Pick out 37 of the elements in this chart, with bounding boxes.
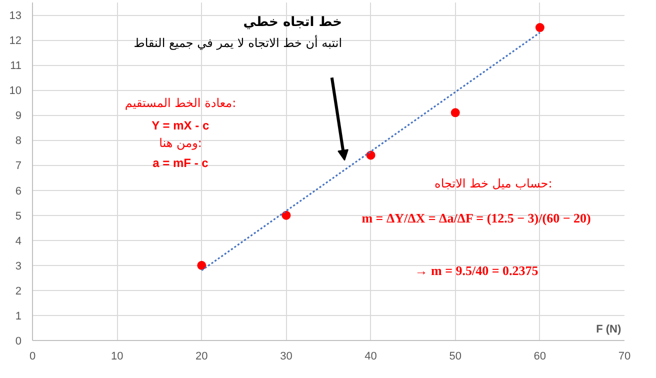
annotation: معادة الخط المستقيم: (124, 96, 236, 110)
annotation: حساب ميل خط الاتجاه: (434, 176, 552, 190)
x-axis-title: F (N) (596, 323, 622, 336)
y-tick-label: 3 (15, 260, 22, 272)
y-tick-label: 11 (10, 60, 22, 72)
annotation: a = mF - c (152, 156, 209, 170)
y-tick-label: 5 (15, 210, 22, 222)
x-tick-label: 70 (618, 350, 631, 362)
x-tick-label: 30 (280, 350, 292, 362)
y-tick-label: 8 (15, 135, 22, 148)
y-tick-label: 2 (15, 285, 22, 298)
point (197, 260, 206, 270)
x-tick-label: 10 (110, 350, 124, 362)
annotation: → m = 9.5/40 = 0.2375 (414, 262, 539, 278)
point (450, 108, 460, 118)
annotation: Y = mX - c (152, 118, 210, 133)
point (535, 23, 544, 32)
point (366, 150, 376, 160)
x-tick-label: 50 (449, 350, 462, 362)
y-tick-label: 6 (15, 185, 22, 198)
y-tick-label: 4 (15, 235, 22, 248)
annotation: خط اتجاه خطي (243, 15, 342, 30)
x-tick-label: 40 (364, 350, 377, 362)
y-tick-label: 13 (9, 10, 22, 22)
y-tick-label: 9 (15, 110, 22, 122)
point (282, 210, 291, 220)
x-tick-label: 60 (534, 350, 546, 362)
y-tick-label: 0 (15, 336, 22, 348)
annotation: ومن هنا: (159, 136, 202, 150)
annotation: m = ΔY/ΔX = Δa/ΔF = (12.5 − 3)/(60 − 20) (362, 210, 591, 226)
annotation: انتبه أن خط الاتجاه لا يمر في جميع النقاط (134, 35, 342, 50)
x-tick-label: 0 (29, 350, 36, 362)
y-tick-label: 12 (9, 35, 22, 48)
y-tick-label: 7 (15, 160, 22, 172)
y-tick-label: 1 (15, 310, 22, 322)
y-tick-label: 10 (9, 85, 22, 98)
x-tick-label: 20 (196, 350, 208, 362)
